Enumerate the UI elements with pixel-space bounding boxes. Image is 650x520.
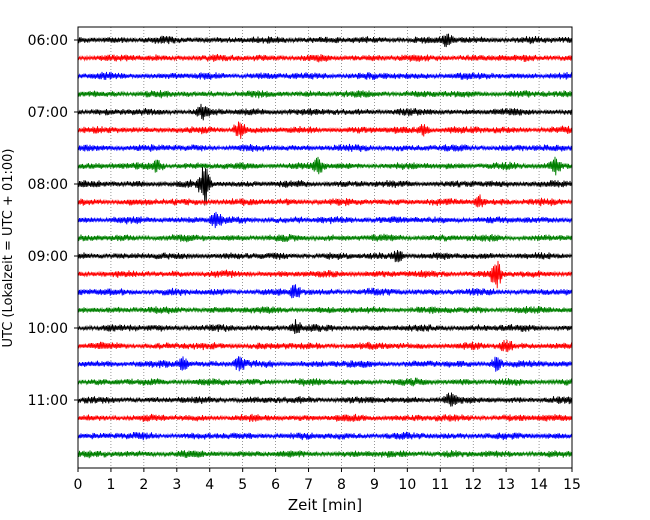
trace-0845 bbox=[77, 233, 572, 243]
y-axis-label: UTC (Lokalzeit = UTC + 01:00) bbox=[1, 149, 16, 348]
trace-1130 bbox=[77, 431, 572, 441]
x-tick-label: 13 bbox=[497, 477, 515, 493]
x-tick-label: 3 bbox=[172, 477, 181, 493]
trace-0630 bbox=[77, 71, 572, 81]
y-tick-label: 10:00 bbox=[28, 321, 68, 337]
x-tick-label: 11 bbox=[431, 477, 449, 493]
trace-1100 bbox=[77, 392, 572, 407]
y-tick-label: 07:00 bbox=[28, 105, 68, 121]
x-tick-label: 8 bbox=[337, 477, 346, 493]
trace-0730 bbox=[77, 143, 572, 153]
y-tick-label: 11:00 bbox=[28, 393, 68, 409]
plot-frame bbox=[77, 26, 573, 469]
x-tick-label: 15 bbox=[563, 477, 581, 493]
x-tick-label: 10 bbox=[398, 477, 416, 493]
trace-0800 bbox=[77, 166, 572, 206]
y-tick-label: 09:00 bbox=[28, 249, 68, 265]
seismic-traces bbox=[77, 33, 572, 459]
trace-0600 bbox=[77, 33, 572, 48]
y-tick-label: 08:00 bbox=[28, 177, 68, 193]
x-tick-label: 9 bbox=[370, 477, 379, 493]
trace-0700 bbox=[77, 103, 572, 121]
trace-0815 bbox=[77, 194, 572, 208]
x-tick-label: 0 bbox=[74, 477, 83, 493]
x-tick-label: 6 bbox=[271, 477, 280, 493]
x-tick-label: 14 bbox=[530, 477, 548, 493]
trace-1030 bbox=[77, 356, 572, 372]
plot-area-background bbox=[78, 27, 572, 468]
x-tick-label: 12 bbox=[464, 477, 482, 493]
x-axis-label: Zeit [min] bbox=[288, 496, 362, 514]
trace-0945 bbox=[77, 305, 572, 315]
trace-1015 bbox=[77, 339, 572, 353]
x-tick-label: 1 bbox=[106, 477, 115, 493]
trace-0900 bbox=[77, 249, 572, 263]
trace-1115 bbox=[77, 413, 572, 423]
trace-1045 bbox=[77, 377, 572, 387]
x-tick-label: 2 bbox=[139, 477, 148, 493]
x-axis-ticks: 0 1 2 3 4 5 6 7 8 9 10 11 12 13 14 15 bbox=[74, 468, 581, 493]
x-tick-label: 4 bbox=[205, 477, 214, 493]
trace-0715 bbox=[77, 121, 572, 139]
trace-1000 bbox=[77, 319, 572, 334]
trace-0830 bbox=[77, 211, 572, 229]
x-tick-label: 7 bbox=[304, 477, 313, 493]
x-tick-label: 5 bbox=[238, 477, 247, 493]
y-tick-label: 06:00 bbox=[28, 33, 68, 49]
trace-0645 bbox=[77, 90, 572, 99]
trace-1145 bbox=[77, 450, 572, 459]
trace-0615 bbox=[77, 54, 572, 63]
y-axis-ticks: 06:00 07:00 08:00 09:00 10:00 11:00 bbox=[28, 33, 78, 409]
trace-0930 bbox=[77, 284, 572, 299]
trace-0915 bbox=[77, 260, 572, 289]
trace-0745 bbox=[77, 156, 572, 176]
